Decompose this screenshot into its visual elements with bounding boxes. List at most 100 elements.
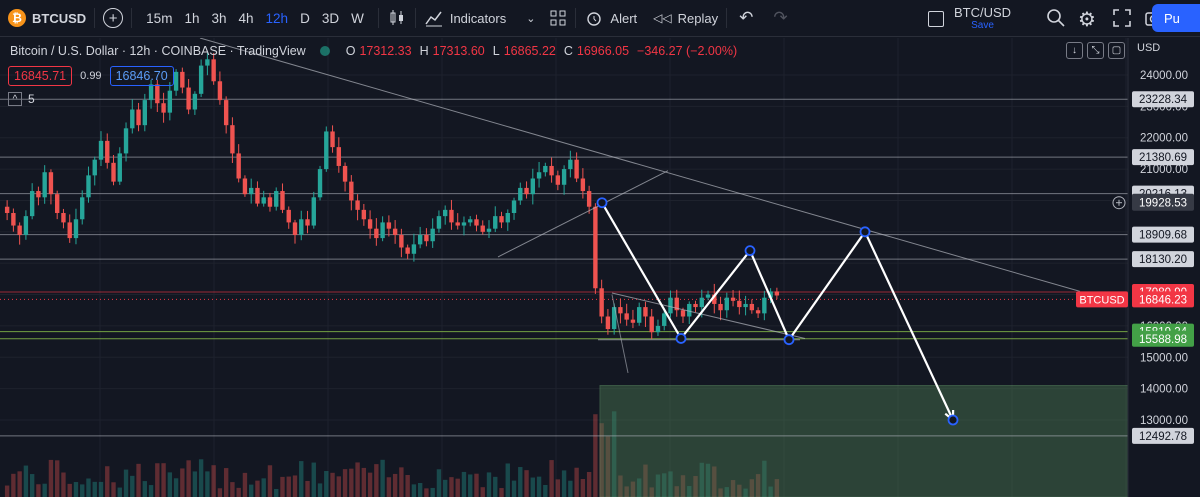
- fullscreen-button[interactable]: [1112, 8, 1132, 28]
- candle-body: [249, 187, 254, 195]
- volume-bar: [11, 473, 16, 497]
- timeframe-12h[interactable]: 12h: [265, 10, 289, 26]
- candle-body: [86, 175, 91, 198]
- volume-bar: [105, 466, 110, 497]
- indicators-button[interactable]: Indicators ⌄: [424, 8, 535, 28]
- candle-body: [42, 172, 47, 198]
- candle-body: [105, 140, 110, 163]
- volume-bar: [67, 483, 72, 497]
- volume-bar: [148, 485, 154, 497]
- volume-bar: [768, 486, 773, 497]
- timeframe-4h[interactable]: 4h: [238, 10, 254, 26]
- volume-bar: [217, 488, 223, 497]
- candle-body: [724, 297, 729, 311]
- volume-bar: [405, 474, 410, 497]
- timeframe-15m[interactable]: 15m: [146, 10, 173, 26]
- level-label-box: [1132, 91, 1194, 108]
- candle-body: [712, 294, 717, 304]
- gear-icon: ⚙: [1078, 9, 1096, 31]
- candle-body: [136, 109, 141, 126]
- chart-type-button[interactable]: [387, 8, 407, 28]
- timeframe-w[interactable]: W: [351, 10, 364, 26]
- last-price-box: [1132, 291, 1194, 308]
- symbol-search-button[interactable]: ₿ BTCUSD: [8, 9, 86, 27]
- chevron-up-icon: ^: [8, 92, 22, 106]
- settings-button[interactable]: ⚙: [1078, 7, 1096, 32]
- publish-button[interactable]: Pu: [1152, 4, 1200, 32]
- volume-bar: [749, 479, 755, 497]
- toolbar-divider: [575, 8, 577, 28]
- volume-bar: [280, 476, 285, 497]
- compare-symbol-button[interactable]: +: [103, 8, 124, 28]
- indicators-toggle[interactable]: ^ 5: [8, 92, 35, 106]
- level-labels: 23228.3421380.6920216.1318909.6818130.20…: [1076, 91, 1194, 444]
- volume-bar: [161, 463, 166, 497]
- candle-body: [693, 303, 698, 308]
- maximize-pane-button[interactable]: ▢: [1108, 42, 1125, 59]
- toolbar-divider: [414, 8, 416, 28]
- candle-body: [205, 59, 210, 66]
- price-tick-label: 21000.00: [1140, 164, 1188, 176]
- candle-body: [92, 159, 97, 176]
- volume-bar: [643, 464, 648, 497]
- price-tick-label: 22000.00: [1140, 133, 1188, 145]
- volume-bar: [687, 486, 692, 497]
- volume-bar: [755, 474, 761, 497]
- collapse-button[interactable]: ⤡: [1087, 42, 1104, 59]
- volume-bar: [211, 465, 216, 497]
- projection-polyline: [601, 202, 954, 421]
- candle-body: [355, 200, 360, 210]
- volume-bar: [173, 478, 179, 497]
- candle-body: [593, 206, 598, 289]
- volume-bar: [292, 475, 298, 497]
- sell-price-button[interactable]: 16845.71: [8, 66, 73, 86]
- level-label-text: 15588.98: [1139, 334, 1187, 346]
- undo-button[interactable]: ↶: [739, 8, 753, 28]
- templates-button[interactable]: [549, 9, 567, 27]
- volume-bar: [261, 478, 266, 497]
- buy-price-button[interactable]: 16846.70: [109, 66, 174, 86]
- candle-body: [536, 172, 542, 179]
- alert-button[interactable]: Alert: [584, 8, 637, 28]
- replay-button[interactable]: ◁◁ Replay: [653, 11, 718, 26]
- projection-point: [783, 334, 795, 346]
- candle-body: [261, 197, 266, 204]
- candle-body: [730, 297, 736, 301]
- fullscreen-icon: [1113, 9, 1131, 27]
- price-chart[interactable]: 13000.0014000.0015000.0016000.0017000.00…: [0, 38, 1200, 497]
- close-label: C: [563, 44, 573, 58]
- layout-selector[interactable]: BTC/USD Save: [928, 5, 1011, 31]
- candle-body: [468, 219, 473, 223]
- candle-body: [48, 172, 54, 195]
- candle-body: [255, 187, 260, 204]
- timeframe-list: 15m 1h 3h 4h 12h D 3D W: [140, 11, 370, 26]
- candle-body: [755, 310, 761, 314]
- scroll-down-button[interactable]: ↓: [1066, 42, 1083, 59]
- volume-bar: [662, 473, 667, 497]
- volume-bar: [624, 486, 629, 497]
- volume-bar: [637, 478, 642, 497]
- candle-body: [499, 216, 504, 223]
- candle-body: [61, 213, 66, 223]
- candle-body: [762, 297, 767, 314]
- high-label: H: [419, 44, 429, 58]
- legend-title: Bitcoin / U.S. Dollar · 12h · COINBASE ·…: [10, 44, 306, 58]
- candle-body: [336, 147, 341, 166]
- candle-body: [511, 200, 517, 213]
- candle-body: [518, 187, 523, 201]
- volume-bar: [649, 487, 654, 497]
- volume-bar: [493, 476, 498, 497]
- timeframe-1h[interactable]: 1h: [184, 10, 200, 26]
- volume-bar: [630, 481, 636, 497]
- timeframe-d[interactable]: D: [300, 10, 310, 26]
- search-button[interactable]: [1046, 8, 1066, 28]
- top-toolbar: ₿ BTCUSD + 15m 1h 3h 4h 12h D 3D W Indic…: [0, 0, 1200, 37]
- candle-body: [280, 191, 285, 210]
- timeframe-3h[interactable]: 3h: [211, 10, 227, 26]
- redo-button[interactable]: ↷: [773, 8, 787, 28]
- candle-body: [305, 219, 310, 226]
- timeframe-3d[interactable]: 3D: [321, 10, 340, 26]
- volume-bar: [198, 459, 204, 497]
- volume-bar: [580, 478, 586, 497]
- candle-body: [411, 244, 417, 254]
